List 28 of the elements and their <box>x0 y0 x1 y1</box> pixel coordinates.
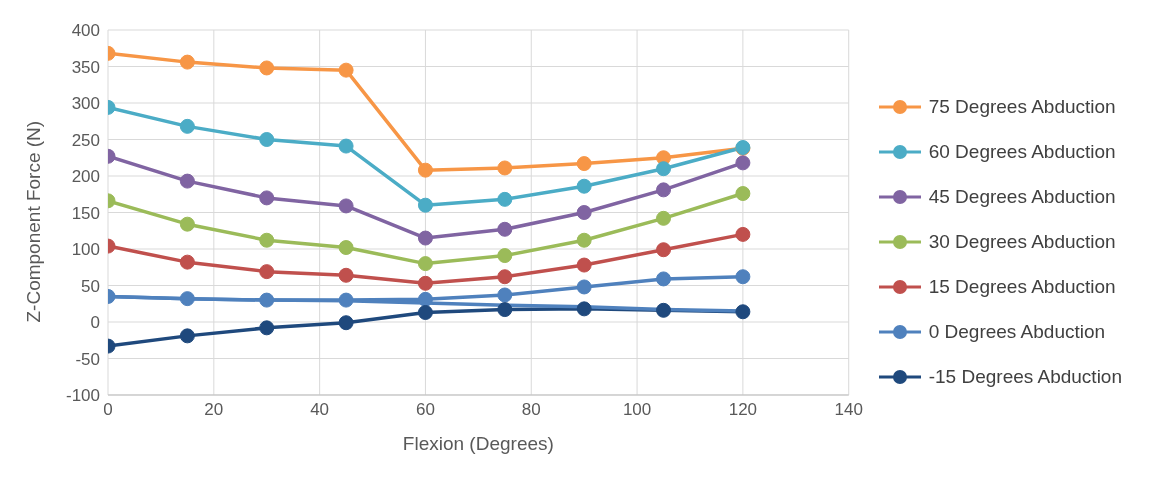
legend-label: -15 Degrees Abduction <box>927 365 1122 389</box>
y-axis-title: Z-Component Force (N) <box>22 120 44 323</box>
x-tick-label: 20 <box>204 400 224 420</box>
y-tick-label: 0 <box>90 313 100 333</box>
x-tick-label: 120 <box>728 400 758 420</box>
y-tick-label: -100 <box>65 386 100 406</box>
y-tick-label: 350 <box>71 57 100 77</box>
y-tick-label: 300 <box>71 94 100 114</box>
x-tick-label: 0 <box>103 400 113 420</box>
legend-label: 45 Degrees Abduction <box>927 185 1117 209</box>
legend-label: 0 Degrees Abduction <box>927 320 1107 344</box>
legend-label: 30 Degrees Abduction <box>927 230 1117 254</box>
y-tick-label: -50 <box>75 349 100 369</box>
y-tick-label: 150 <box>71 203 100 223</box>
legend-label: 60 Degrees Abduction <box>927 140 1117 164</box>
legend-label: 15 Degrees Abduction <box>927 275 1117 299</box>
y-tick-label: 100 <box>71 240 100 260</box>
y-tick-label: 50 <box>81 276 100 296</box>
y-tick-label: 200 <box>71 167 100 187</box>
x-tick-label: 140 <box>834 400 863 420</box>
y-tick-label: 250 <box>71 130 100 150</box>
x-tick-label: 60 <box>415 400 435 420</box>
x-tick-label: 80 <box>521 400 541 420</box>
x-axis-title: Flexion (Degrees) <box>402 433 554 454</box>
legend-label: 75 Degrees Abduction <box>927 95 1117 119</box>
x-tick-label: 40 <box>310 400 330 420</box>
y-tick-label: 400 <box>71 21 100 41</box>
x-tick-label: 100 <box>622 400 652 420</box>
